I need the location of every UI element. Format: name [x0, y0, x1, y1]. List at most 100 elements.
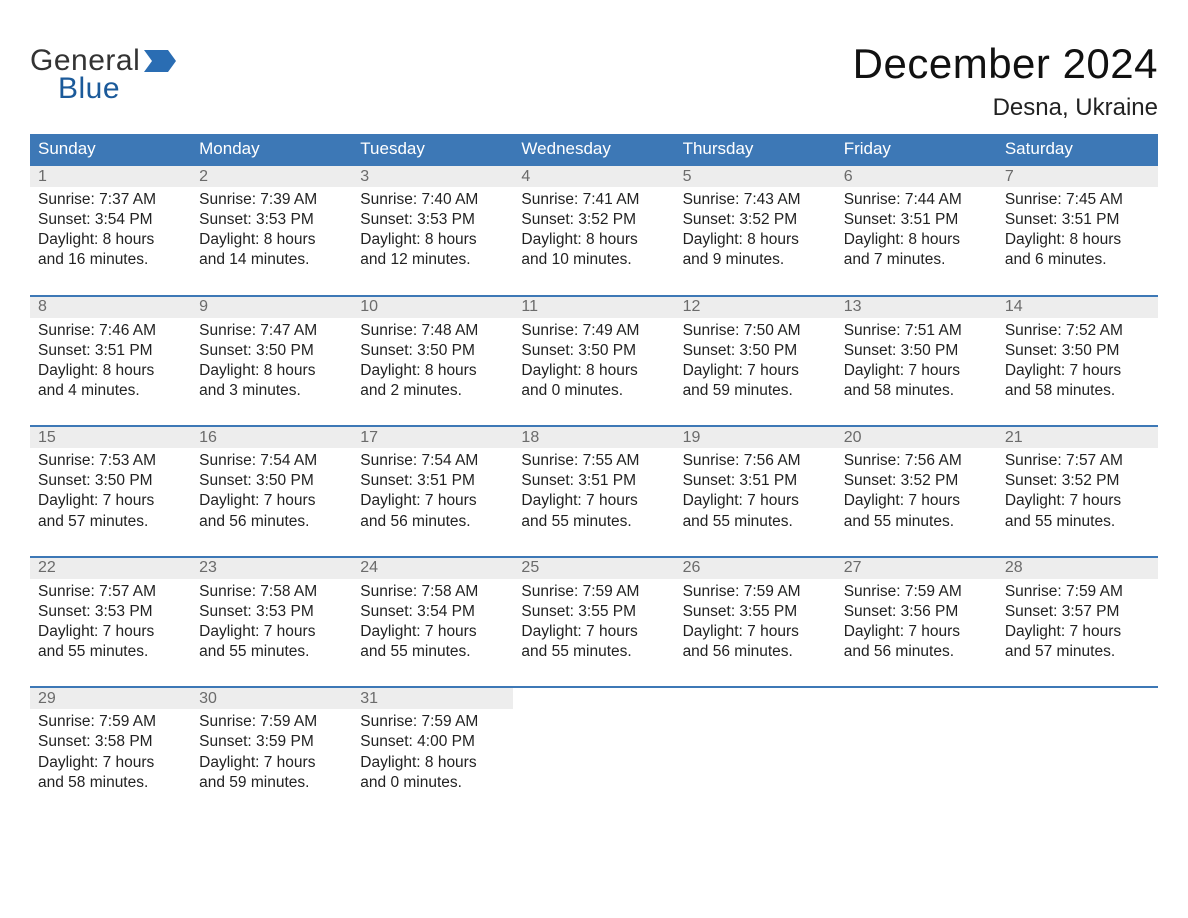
- day-detail-cell: Sunrise: 7:53 AMSunset: 3:50 PMDaylight:…: [30, 448, 191, 557]
- day-detail-cell: Sunrise: 7:43 AMSunset: 3:52 PMDaylight:…: [675, 187, 836, 296]
- day-number: 13: [844, 298, 862, 315]
- day-d1: Daylight: 7 hours: [38, 622, 183, 642]
- day-sunrise: Sunrise: 7:43 AM: [683, 190, 828, 210]
- day-number: 16: [199, 429, 217, 446]
- day-detail-cell: Sunrise: 7:41 AMSunset: 3:52 PMDaylight:…: [513, 187, 674, 296]
- day-d1: Daylight: 7 hours: [38, 753, 183, 773]
- day-detail-cell: [675, 709, 836, 817]
- day-sunrise: Sunrise: 7:56 AM: [683, 451, 828, 471]
- day-sunrise: Sunrise: 7:59 AM: [1005, 582, 1150, 602]
- day-sunset: Sunset: 3:50 PM: [199, 341, 344, 361]
- day-sunrise: Sunrise: 7:56 AM: [844, 451, 989, 471]
- day-number: 6: [844, 168, 853, 185]
- day-number: 5: [683, 168, 692, 185]
- day-sunrise: Sunrise: 7:51 AM: [844, 321, 989, 341]
- day-sunset: Sunset: 3:55 PM: [683, 602, 828, 622]
- day-sunrise: Sunrise: 7:58 AM: [199, 582, 344, 602]
- day-sunrise: Sunrise: 7:59 AM: [683, 582, 828, 602]
- day-d2: and 7 minutes.: [844, 250, 989, 270]
- day-number-cell: 29: [30, 687, 191, 709]
- day-number-cell: [836, 687, 997, 709]
- day-d2: and 12 minutes.: [360, 250, 505, 270]
- week-number-row: 891011121314: [30, 296, 1158, 318]
- day-detail-cell: Sunrise: 7:56 AMSunset: 3:51 PMDaylight:…: [675, 448, 836, 557]
- day-number: 3: [360, 168, 369, 185]
- day-detail-cell: Sunrise: 7:59 AMSunset: 3:56 PMDaylight:…: [836, 579, 997, 688]
- day-detail-cell: Sunrise: 7:44 AMSunset: 3:51 PMDaylight:…: [836, 187, 997, 296]
- day-number-cell: 5: [675, 165, 836, 187]
- day-sunrise: Sunrise: 7:59 AM: [38, 712, 183, 732]
- day-sunset: Sunset: 3:50 PM: [1005, 341, 1150, 361]
- day-detail-cell: [997, 709, 1158, 817]
- day-d2: and 58 minutes.: [1005, 381, 1150, 401]
- week-number-row: 1234567: [30, 165, 1158, 187]
- day-sunset: Sunset: 3:57 PM: [1005, 602, 1150, 622]
- day-number: 17: [360, 429, 378, 446]
- week-body-row: Sunrise: 7:59 AMSunset: 3:58 PMDaylight:…: [30, 709, 1158, 817]
- day-detail-cell: Sunrise: 7:39 AMSunset: 3:53 PMDaylight:…: [191, 187, 352, 296]
- day-d2: and 16 minutes.: [38, 250, 183, 270]
- day-number-cell: 12: [675, 296, 836, 318]
- day-sunrise: Sunrise: 7:48 AM: [360, 321, 505, 341]
- day-header: Tuesday: [352, 134, 513, 165]
- day-d1: Daylight: 7 hours: [521, 491, 666, 511]
- day-detail-cell: Sunrise: 7:37 AMSunset: 3:54 PMDaylight:…: [30, 187, 191, 296]
- day-detail-cell: Sunrise: 7:54 AMSunset: 3:50 PMDaylight:…: [191, 448, 352, 557]
- day-detail-cell: Sunrise: 7:49 AMSunset: 3:50 PMDaylight:…: [513, 318, 674, 427]
- day-sunset: Sunset: 3:52 PM: [521, 210, 666, 230]
- day-d1: Daylight: 8 hours: [199, 230, 344, 250]
- day-number-cell: 4: [513, 165, 674, 187]
- day-detail-cell: Sunrise: 7:55 AMSunset: 3:51 PMDaylight:…: [513, 448, 674, 557]
- day-number: 8: [38, 298, 47, 315]
- day-sunrise: Sunrise: 7:53 AM: [38, 451, 183, 471]
- day-d1: Daylight: 7 hours: [844, 622, 989, 642]
- day-number: 25: [521, 559, 539, 576]
- day-number-cell: 15: [30, 426, 191, 448]
- calendar-body: 1234567Sunrise: 7:37 AMSunset: 3:54 PMDa…: [30, 165, 1158, 817]
- day-header-row: SundayMondayTuesdayWednesdayThursdayFrid…: [30, 134, 1158, 165]
- day-d2: and 57 minutes.: [1005, 642, 1150, 662]
- day-d1: Daylight: 8 hours: [844, 230, 989, 250]
- day-sunrise: Sunrise: 7:59 AM: [521, 582, 666, 602]
- day-sunset: Sunset: 4:00 PM: [360, 732, 505, 752]
- day-d2: and 14 minutes.: [199, 250, 344, 270]
- day-sunset: Sunset: 3:51 PM: [38, 341, 183, 361]
- day-detail-cell: Sunrise: 7:45 AMSunset: 3:51 PMDaylight:…: [997, 187, 1158, 296]
- day-number-cell: 17: [352, 426, 513, 448]
- week-number-row: 22232425262728: [30, 557, 1158, 579]
- day-d2: and 6 minutes.: [1005, 250, 1150, 270]
- day-sunrise: Sunrise: 7:39 AM: [199, 190, 344, 210]
- day-sunrise: Sunrise: 7:54 AM: [360, 451, 505, 471]
- day-sunrise: Sunrise: 7:50 AM: [683, 321, 828, 341]
- day-detail-cell: Sunrise: 7:59 AMSunset: 3:55 PMDaylight:…: [675, 579, 836, 688]
- day-number-cell: 14: [997, 296, 1158, 318]
- day-d2: and 58 minutes.: [38, 773, 183, 793]
- day-number-cell: 18: [513, 426, 674, 448]
- day-number-cell: 10: [352, 296, 513, 318]
- day-detail-cell: Sunrise: 7:56 AMSunset: 3:52 PMDaylight:…: [836, 448, 997, 557]
- day-number-cell: 16: [191, 426, 352, 448]
- day-sunset: Sunset: 3:52 PM: [1005, 471, 1150, 491]
- day-detail-cell: Sunrise: 7:57 AMSunset: 3:53 PMDaylight:…: [30, 579, 191, 688]
- day-d1: Daylight: 7 hours: [521, 622, 666, 642]
- day-d2: and 59 minutes.: [199, 773, 344, 793]
- day-d1: Daylight: 7 hours: [199, 753, 344, 773]
- day-detail-cell: Sunrise: 7:59 AMSunset: 3:58 PMDaylight:…: [30, 709, 191, 817]
- page-header: General Blue December 2024 Desna, Ukrain…: [30, 40, 1158, 122]
- day-d1: Daylight: 8 hours: [38, 230, 183, 250]
- day-d1: Daylight: 7 hours: [1005, 361, 1150, 381]
- location-label: Desna, Ukraine: [853, 94, 1158, 122]
- day-number: 22: [38, 559, 56, 576]
- day-d2: and 0 minutes.: [360, 773, 505, 793]
- day-number-cell: 13: [836, 296, 997, 318]
- day-d1: Daylight: 8 hours: [360, 230, 505, 250]
- day-sunrise: Sunrise: 7:57 AM: [38, 582, 183, 602]
- day-sunset: Sunset: 3:51 PM: [360, 471, 505, 491]
- day-d2: and 56 minutes.: [199, 512, 344, 532]
- day-sunset: Sunset: 3:53 PM: [199, 210, 344, 230]
- day-d2: and 56 minutes.: [844, 642, 989, 662]
- day-number: 21: [1005, 429, 1023, 446]
- day-sunrise: Sunrise: 7:59 AM: [360, 712, 505, 732]
- day-d1: Daylight: 7 hours: [844, 491, 989, 511]
- week-body-row: Sunrise: 7:53 AMSunset: 3:50 PMDaylight:…: [30, 448, 1158, 557]
